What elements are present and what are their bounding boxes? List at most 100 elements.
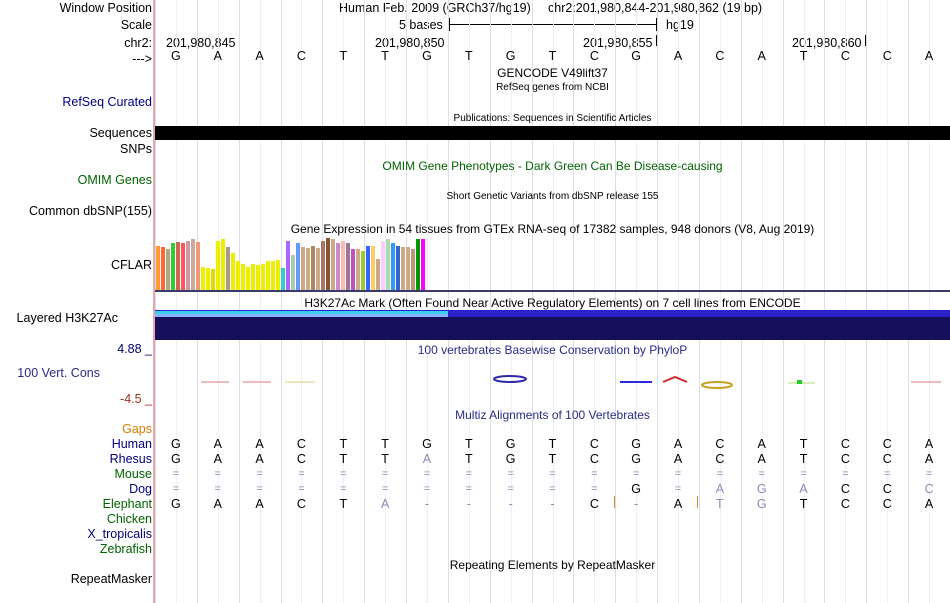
cflar-gtex-label[interactable]: CFLAR — [111, 258, 152, 272]
gtex-tissue-bar[interactable] — [316, 248, 320, 290]
gap-marker-2 — [697, 496, 698, 508]
gtex-tissue-bar[interactable] — [296, 243, 300, 290]
h3k27ac-signal[interactable] — [155, 310, 950, 340]
gtex-tissue-bar[interactable] — [351, 249, 355, 290]
gtex-tissue-bar[interactable] — [356, 249, 360, 290]
gtex-tissue-bar[interactable] — [251, 264, 255, 290]
omim-track-title[interactable]: OMIM Gene Phenotypes - Dark Green Can Be… — [382, 159, 723, 173]
gtex-tissue-bar[interactable] — [401, 247, 405, 290]
base: C — [882, 49, 892, 63]
gtex-tissue-bar[interactable] — [196, 242, 200, 290]
gtex-tissue-bar[interactable] — [311, 246, 315, 290]
gtex-tissue-bar[interactable] — [201, 267, 205, 290]
gtex-tissue-bar[interactable] — [181, 243, 185, 290]
strand-label[interactable]: ---> — [132, 52, 152, 66]
gtex-tissue-bar[interactable] — [236, 261, 240, 290]
gtex-tissue-bar[interactable] — [231, 253, 235, 290]
gtex-tissue-bar[interactable] — [331, 239, 335, 290]
species-label-dog[interactable]: Dog — [129, 482, 152, 496]
conservation-track-title[interactable]: 100 vertebrates Basewise Conservation by… — [417, 343, 688, 357]
gtex-tissue-bar[interactable] — [416, 239, 420, 290]
gtex-tissue-bar[interactable] — [156, 246, 160, 290]
refseq-curated-label[interactable]: RefSeq Curated — [62, 95, 152, 109]
species-label-elephant[interactable]: Elephant — [102, 497, 152, 511]
base: = — [256, 468, 263, 480]
gtex-tissue-bar[interactable] — [336, 243, 340, 290]
gtex-tissue-bar[interactable] — [176, 242, 180, 290]
species-label-rhesus[interactable]: Rhesus — [109, 452, 152, 466]
base: = — [842, 468, 849, 480]
gtex-tissue-bar[interactable] — [376, 259, 380, 290]
gtex-tissue-bar[interactable] — [206, 268, 210, 290]
chrom-label[interactable]: chr2: — [124, 36, 152, 50]
gtex-tissue-bar[interactable] — [326, 238, 330, 290]
gtex-tissue-bar[interactable] — [216, 241, 220, 290]
gtex-tissue-bar[interactable] — [286, 241, 290, 290]
base: T — [381, 437, 389, 451]
gtex-track-title[interactable]: Gene Expression in 54 tissues from GTEx … — [290, 222, 815, 236]
species-label-human[interactable]: Human — [111, 437, 152, 451]
gtex-tissue-bar[interactable] — [221, 239, 225, 290]
gtex-tissue-bar[interactable] — [386, 239, 390, 290]
gtex-tissue-bar[interactable] — [381, 241, 385, 290]
gtex-tissue-bar[interactable] — [321, 241, 325, 290]
gtex-tissue-bar[interactable] — [301, 247, 305, 290]
gtex-tissue-bar[interactable] — [391, 243, 395, 290]
gtex-tissue-bar[interactable] — [191, 239, 195, 290]
gtex-tissue-bar[interactable] — [406, 247, 410, 290]
gtex-tissue-bar[interactable] — [346, 243, 350, 290]
repeatmasker-label[interactable]: RepeatMasker — [70, 572, 152, 586]
species-label-xtropicalis[interactable]: X_tropicalis — [87, 527, 152, 541]
gtex-tissue-bar[interactable] — [271, 261, 275, 290]
scale-label[interactable]: Scale — [120, 18, 152, 32]
conservation-logo[interactable] — [155, 360, 950, 400]
gtex-tissue-bar[interactable] — [366, 246, 370, 290]
dbsnp-track-title[interactable]: Short Genetic Variants from dbSNP releas… — [446, 191, 659, 202]
gtex-tissue-bar[interactable] — [341, 241, 345, 290]
gtex-tissue-bar[interactable] — [171, 243, 175, 290]
publications-track-title[interactable]: Publications: Sequences in Scientific Ar… — [453, 113, 652, 124]
sequences-feature-bar[interactable] — [155, 126, 950, 140]
species-label-mouse[interactable]: Mouse — [114, 467, 152, 481]
vert-cons-label[interactable]: 100 Vert. Cons — [17, 366, 100, 380]
gtex-tissue-bar[interactable] — [396, 246, 400, 290]
refseq-track-title[interactable]: RefSeq genes from NCBI — [496, 82, 609, 93]
gtex-tissue-bar[interactable] — [421, 239, 425, 290]
gtex-tissue-bar[interactable] — [241, 264, 245, 290]
gtex-tissue-bar[interactable] — [186, 241, 190, 290]
gtex-tissue-bar[interactable] — [371, 246, 375, 290]
gtex-expression-bars[interactable] — [155, 237, 555, 291]
base: A — [255, 49, 264, 63]
gtex-tissue-bar[interactable] — [166, 249, 170, 290]
base: G — [631, 437, 642, 451]
layered-h3k27ac-label[interactable]: Layered H3K27Ac — [16, 311, 118, 325]
gtex-tissue-bar[interactable] — [361, 251, 365, 290]
repeatmasker-track-title[interactable]: Repeating Elements by RepeatMasker — [449, 558, 656, 572]
gtex-tissue-bar[interactable] — [306, 248, 310, 290]
gtex-tissue-bar[interactable] — [411, 249, 415, 290]
gencode-track-title[interactable]: GENCODE V49lift37 — [497, 66, 608, 80]
gtex-tissue-bar[interactable] — [211, 269, 215, 290]
species-label-chicken[interactable]: Chicken — [106, 512, 152, 526]
multiz-track-title[interactable]: Multiz Alignments of 100 Vertebrates — [455, 408, 650, 422]
base: A — [213, 452, 222, 466]
window-position-label[interactable]: Window Position — [59, 1, 152, 15]
base: C — [715, 437, 725, 451]
gtex-tissue-bar[interactable] — [266, 261, 270, 290]
h3k27ac-track-title[interactable]: H3K27Ac Mark (Often Found Near Active Re… — [304, 296, 801, 310]
gtex-tissue-bar[interactable] — [281, 268, 285, 290]
gtex-tissue-bar[interactable] — [161, 247, 165, 290]
gtex-tissue-bar[interactable] — [226, 247, 230, 290]
gaps-label[interactable]: Gaps — [122, 422, 152, 436]
sequences-label[interactable]: Sequences — [89, 126, 152, 140]
gtex-tissue-bar[interactable] — [256, 265, 260, 290]
snps-label[interactable]: SNPs — [120, 142, 152, 156]
species-label-zebrafish[interactable]: Zebrafish — [99, 542, 152, 556]
gtex-tissue-bar[interactable] — [246, 267, 250, 290]
omim-genes-label[interactable]: OMIM Genes — [77, 173, 152, 187]
gtex-tissue-bar[interactable] — [261, 264, 265, 290]
common-dbsnp-label[interactable]: Common dbSNP(155) — [29, 204, 152, 218]
gtex-tissue-bar[interactable] — [291, 255, 295, 290]
gtex-tissue-bar[interactable] — [276, 260, 280, 290]
